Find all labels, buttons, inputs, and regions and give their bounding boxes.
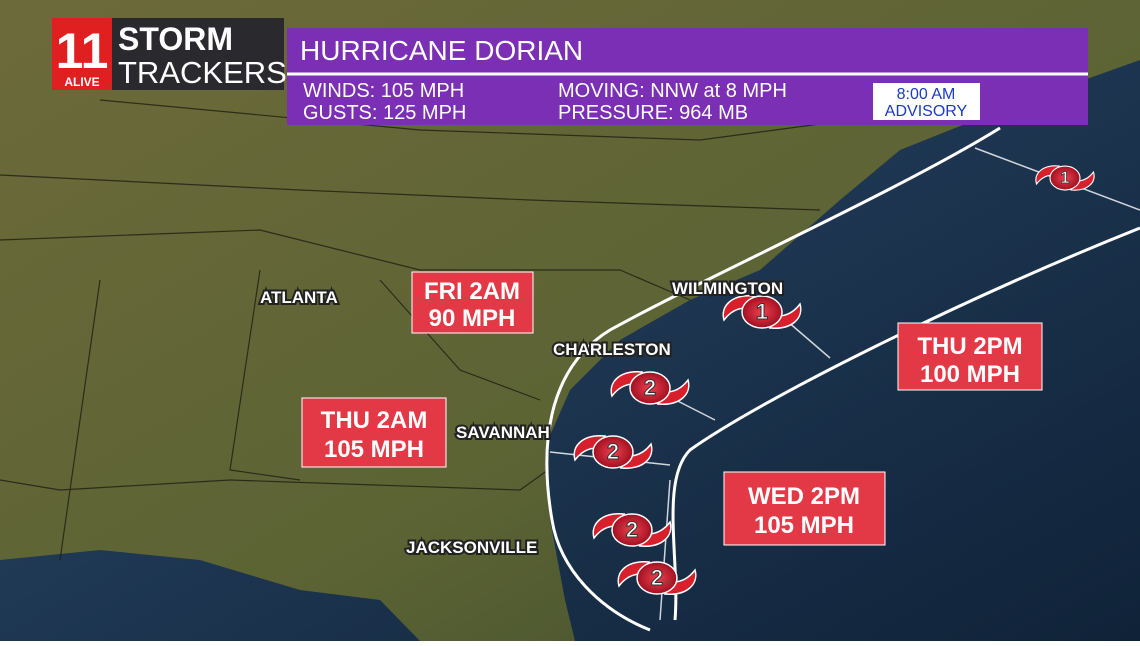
header-title: HURRICANE DORIAN <box>300 35 583 66</box>
header-winds: WINDS: 105 MPH <box>303 80 464 102</box>
header-moving: MOVING: NNW at 8 MPH <box>558 80 787 102</box>
storm-icon: 2 <box>573 435 653 469</box>
forecast-box: FRI 2AM 90 MPH <box>411 271 534 334</box>
forecast-wind: 100 MPH <box>920 361 1020 388</box>
header: HURRICANE DORIAN WINDS: 105 MPH GUSTS: 1… <box>287 28 1088 125</box>
storm-category: 2 <box>644 375 656 400</box>
advisory-time: 8:00 AM <box>897 86 956 103</box>
forecast-wind: 105 MPH <box>754 512 854 539</box>
logo: 11 ALIVE STORM TRACKERS <box>52 18 287 90</box>
forecast-box: WED 2PM 105 MPH <box>723 471 886 546</box>
logo-station: ALIVE <box>64 75 99 89</box>
forecast-wind: 105 MPH <box>324 436 424 463</box>
state-lines <box>0 99 851 561</box>
logo-line2: TRACKERS <box>118 55 287 90</box>
storm-category: 1 <box>756 299 768 324</box>
city-label: ATLANTA <box>260 288 338 307</box>
storm-icon: 1 <box>722 295 802 329</box>
advisory-label: ADVISORY <box>885 103 968 120</box>
logo-number: 11 <box>56 23 109 79</box>
city-label: JACKSONVILLE <box>406 538 537 557</box>
storm-icon: 2 <box>592 513 672 547</box>
storm-icon: 2 <box>610 371 690 405</box>
city-label: SAVANNAH <box>456 423 550 442</box>
forecast-box: THU 2PM 100 MPH <box>897 322 1043 391</box>
storm-icon: 1 <box>1035 165 1095 191</box>
city-labels: ATLANTA WILMINGTON CHARLESTON SAVANNAH J… <box>258 277 785 559</box>
storm-icon: 2 <box>617 561 697 595</box>
storm-category: 2 <box>626 517 638 542</box>
forecast-wind: 90 MPH <box>429 305 516 332</box>
header-gusts: GUSTS: 125 MPH <box>303 102 466 124</box>
forecast-time: FRI 2AM <box>424 278 520 305</box>
storm-category: 2 <box>651 565 663 590</box>
forecast-box: THU 2AM 105 MPH <box>301 397 447 468</box>
city-label: CHARLESTON <box>553 340 671 359</box>
forecast-time: THU 2AM <box>321 407 428 434</box>
forecast-time: THU 2PM <box>917 333 1022 360</box>
storm-category: 1 <box>1060 169 1069 187</box>
header-pressure: PRESSURE: 964 MB <box>558 102 748 124</box>
storm-category: 2 <box>607 439 619 464</box>
forecast-time: WED 2PM <box>748 483 860 510</box>
city-label: WILMINGTON <box>672 279 783 298</box>
logo-line1: STORM <box>118 21 233 57</box>
